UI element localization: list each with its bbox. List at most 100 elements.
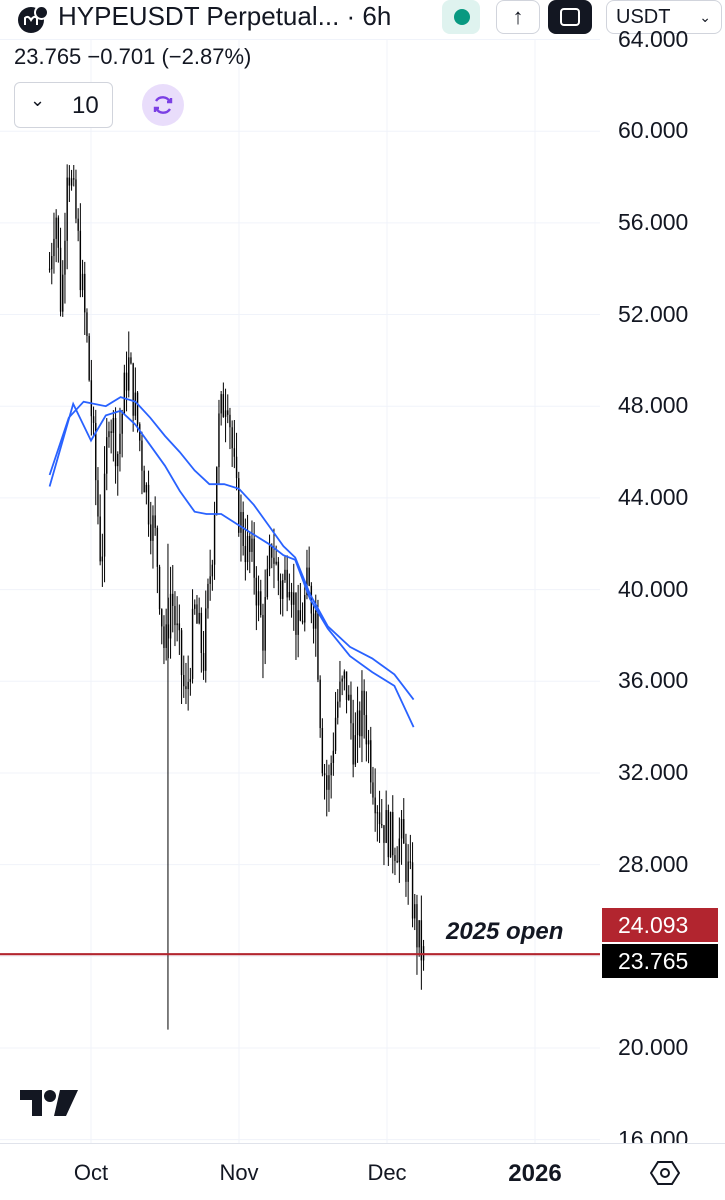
price-axis-label: 28.000 (618, 850, 689, 877)
candle-body (266, 568, 269, 598)
candle-body (183, 675, 185, 687)
chart-header: HYPEUSDT Perpetual... · 6h ↑ USDT ⌄ (0, 0, 725, 40)
candle-body (134, 392, 137, 416)
candle-body (114, 418, 117, 467)
fullscreen-icon[interactable] (548, 0, 592, 34)
level-price-badge: 24.093 (602, 908, 718, 942)
candle-body (308, 567, 310, 586)
candle-body (251, 538, 253, 552)
candle-body (189, 678, 192, 682)
price-axis-label: 20.000 (618, 1034, 689, 1060)
arrow-up-icon[interactable]: ↑ (496, 0, 540, 34)
candle-body (191, 608, 194, 679)
candle-body (383, 825, 385, 843)
candle-body (62, 274, 64, 312)
candle-body (90, 380, 93, 417)
candle-body (123, 372, 126, 414)
candle-body (97, 480, 99, 517)
sync-icon[interactable] (142, 84, 184, 126)
candle-body (385, 810, 387, 843)
candle-body (216, 467, 218, 514)
candle-body (282, 580, 284, 599)
candle-body (372, 782, 374, 798)
candle-body (110, 431, 112, 433)
indicator-count: 10 (72, 92, 99, 119)
chart-grid (0, 39, 600, 1143)
candle-body (227, 410, 229, 415)
candle-body (304, 594, 306, 623)
candle-body (317, 610, 319, 680)
candle-body (57, 217, 60, 248)
chevron-down-icon: ⌄ (699, 9, 711, 25)
candle-body (319, 679, 321, 729)
candle-body (246, 535, 249, 563)
candle-body (101, 556, 104, 562)
candle-body (143, 470, 145, 493)
candle-body (376, 812, 379, 814)
currency-select[interactable]: USDT ⌄ (606, 0, 722, 34)
time-axis-label: 2026 (508, 1160, 562, 1187)
candle-body (202, 653, 205, 671)
tradingview-logo-icon[interactable] (20, 1088, 78, 1118)
market-status-icon[interactable] (442, 0, 480, 34)
candle-body (341, 678, 343, 682)
indicators-toggle-button[interactable]: ⌄ 10 (14, 82, 113, 128)
candle-body (273, 557, 275, 564)
time-axis[interactable] (0, 1143, 725, 1200)
candle-body (106, 437, 108, 474)
candle-body (260, 591, 262, 616)
candle-body (121, 413, 123, 434)
candle-body (345, 671, 348, 700)
candle-body (229, 414, 231, 428)
candle-body (139, 424, 141, 441)
time-axis-label: Nov (219, 1160, 259, 1185)
candle-body (220, 394, 222, 414)
candle-body (332, 750, 335, 763)
candle-body (407, 861, 409, 882)
candle-body (95, 422, 97, 481)
candle-body (176, 623, 178, 626)
candle-body (411, 862, 414, 919)
candle-body (350, 694, 352, 724)
candle-body (286, 569, 288, 598)
candle-body (420, 920, 423, 961)
symbol-title[interactable]: HYPEUSDT Perpetual... · 6h (58, 1, 392, 31)
price-axis-label: 40.000 (618, 575, 689, 602)
candle-body (405, 843, 407, 882)
candle-body (132, 363, 134, 416)
price-axis-label: 56.000 (618, 208, 689, 235)
candle-body (297, 610, 299, 635)
candle-body (152, 515, 154, 541)
chart-settings-icon[interactable] (650, 1158, 680, 1188)
candle-body (235, 456, 238, 479)
candle-body (334, 717, 337, 751)
candle-body (389, 812, 392, 858)
moving-average-line (48, 401, 415, 728)
price-axis-label: 64.000 (618, 25, 689, 52)
candle-body (233, 448, 236, 457)
candle-body (200, 612, 203, 654)
candle-body (323, 773, 326, 776)
candle-body (51, 256, 53, 270)
candle-body (249, 535, 251, 552)
candle-body (178, 623, 181, 631)
level-annotation: 2025 open (446, 918, 564, 945)
candle-body (337, 701, 339, 718)
candle-body (359, 710, 361, 737)
candle-body (145, 484, 148, 493)
candle-body (392, 812, 394, 856)
candle-body (75, 179, 77, 219)
candle-body (213, 513, 216, 565)
candle-body (209, 576, 211, 584)
candle-body (130, 357, 132, 364)
candle-body (55, 217, 57, 239)
candle-body (165, 624, 167, 648)
exchange-logo-icon (14, 3, 49, 37)
candle-body (271, 544, 273, 558)
currency-label: USDT (616, 6, 671, 28)
candle-body (154, 515, 156, 528)
candle-body (163, 626, 165, 648)
candle-body (361, 690, 363, 737)
candle-body (312, 613, 315, 629)
